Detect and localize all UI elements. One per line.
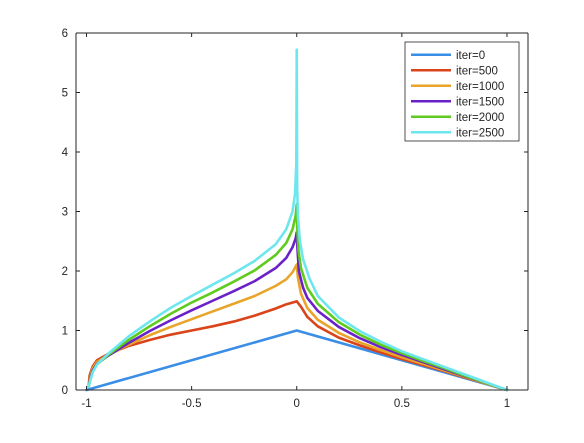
legend-box: [404, 41, 520, 142]
legend-label: iter=2500: [456, 127, 504, 139]
series-line: [87, 203, 509, 392]
y-tick-label: 6: [62, 28, 68, 40]
x-tick-label: -1: [81, 398, 91, 410]
legend-label: iter=0: [456, 50, 485, 62]
x-tick-label: 0.5: [394, 398, 410, 410]
y-tick-label: 2: [62, 266, 68, 278]
y-tick-label: 5: [62, 88, 68, 100]
series-line: [87, 48, 509, 392]
series-line: [87, 300, 509, 392]
x-tick-label: -0.5: [182, 398, 202, 410]
series-line: [87, 231, 509, 392]
legend-label: iter=1000: [456, 81, 504, 93]
legend-label: iter=500: [456, 65, 498, 77]
series-layer: [85, 48, 509, 392]
y-tick-label: 1: [62, 326, 68, 338]
axes: -1 -0.5 0 0.5 1 0 1 2 3 4 5 6: [62, 28, 529, 410]
x-tick-label: 1: [504, 398, 510, 410]
legend-label: iter=2000: [456, 112, 504, 124]
y-tick-label: 0: [62, 385, 68, 397]
legend: iter=0 iter=500 iter=1000 iter=1500 iter=200…: [404, 41, 520, 142]
legend-label: iter=1500: [456, 96, 504, 108]
x-tick-label: 0: [294, 398, 300, 410]
y-tick-label: 3: [62, 207, 68, 219]
y-tick-label: 4: [62, 147, 69, 159]
